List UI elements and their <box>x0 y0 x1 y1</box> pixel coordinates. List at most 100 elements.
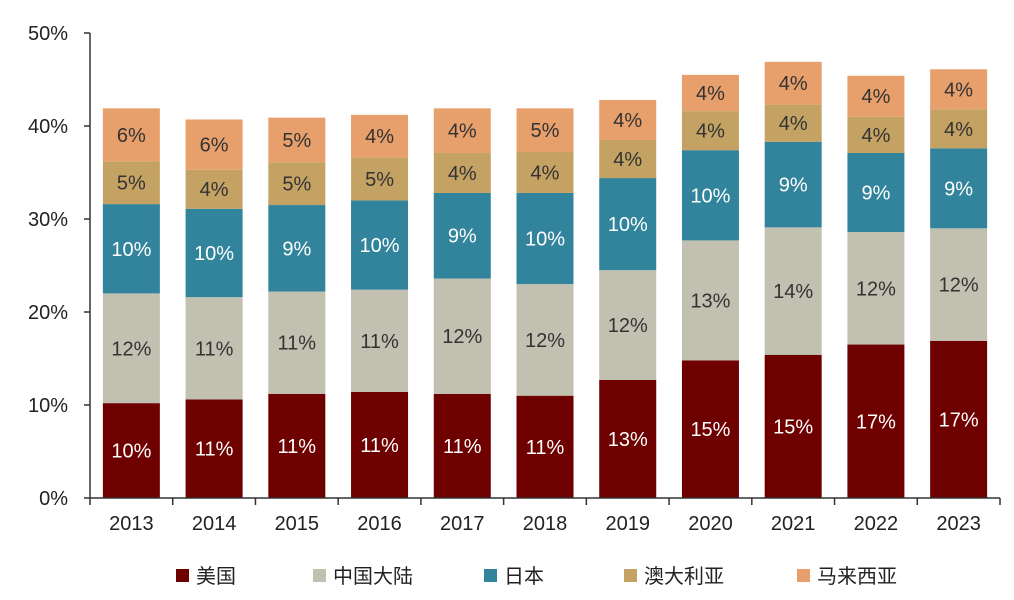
legend-label: 美国 <box>196 564 236 588</box>
data-label: 12% <box>939 275 979 297</box>
bar-segment <box>681 240 739 361</box>
data-label: 4% <box>365 126 394 148</box>
data-label: 17% <box>856 411 896 433</box>
data-label: 10% <box>194 243 234 265</box>
bar-segment <box>433 278 491 394</box>
x-tick-label: 2015 <box>275 513 320 535</box>
data-label: 4% <box>944 79 973 101</box>
data-label: 11% <box>278 436 317 458</box>
bar-segment <box>433 192 491 279</box>
data-label: 4% <box>861 86 890 108</box>
bar-segment <box>930 148 988 229</box>
data-label: 11% <box>195 338 234 360</box>
data-label: 5% <box>531 120 560 142</box>
data-label: 15% <box>773 416 813 438</box>
data-label: 5% <box>282 130 311 152</box>
legend-label: 日本 <box>504 564 544 588</box>
y-tick-label: 40% <box>28 116 68 138</box>
data-label: 11% <box>443 436 482 458</box>
data-label: 11% <box>360 435 399 457</box>
legend-swatch <box>624 569 637 582</box>
data-label: 10% <box>360 235 400 257</box>
data-label: 4% <box>696 83 725 105</box>
data-label: 15% <box>690 419 730 441</box>
bar-segment <box>930 228 988 341</box>
bar-segment <box>930 69 988 110</box>
data-label: 14% <box>773 281 813 303</box>
data-label: 4% <box>779 113 808 135</box>
x-tick-label: 2013 <box>109 513 154 535</box>
bar-segment <box>516 192 574 285</box>
data-label: 12% <box>856 278 896 300</box>
data-label: 10% <box>690 185 730 207</box>
bar-segment <box>351 157 409 201</box>
bar-segment <box>681 360 739 498</box>
y-axis: 0% 10% 20% 30% 40% 50% <box>28 23 91 510</box>
legend-swatch <box>797 569 810 582</box>
data-label: 11% <box>278 333 317 355</box>
data-label: 4% <box>200 179 229 201</box>
bar-segment <box>268 291 326 394</box>
bar-segment <box>847 75 905 117</box>
bar-segment <box>433 108 491 153</box>
data-label: 9% <box>282 238 311 260</box>
data-label: 4% <box>448 163 477 185</box>
bar-segment <box>351 114 409 158</box>
bar-segment <box>599 270 657 380</box>
bar-segment <box>268 117 326 163</box>
legend-label: 澳大利亚 <box>644 564 724 588</box>
bar-segment <box>185 119 243 170</box>
bar-segment <box>681 150 739 241</box>
data-label: 12% <box>525 330 565 352</box>
x-tick-label: 2019 <box>605 513 650 535</box>
data-label: 11% <box>195 439 234 461</box>
data-label: 4% <box>944 119 973 141</box>
bar-segment <box>268 205 326 292</box>
bar-segment <box>185 208 243 298</box>
bar-segment <box>681 74 739 112</box>
x-tick-label: 2023 <box>936 513 981 535</box>
bar-segment <box>268 162 326 206</box>
bar-segment <box>268 393 326 498</box>
bar-segment <box>102 161 160 205</box>
y-tick-label: 20% <box>28 302 68 324</box>
bar-segment <box>847 344 905 498</box>
bar-segment <box>516 152 574 193</box>
x-tick-label: 2017 <box>440 513 485 535</box>
data-label: 10% <box>111 441 151 463</box>
bar-segment <box>351 391 409 498</box>
bar-segment <box>433 393 491 498</box>
segment-labels: 10% 12% 10% 5% 6% 11% 11% 10% 4% 6% 11% 11% 9% 5% 5% 11… <box>111 73 979 462</box>
data-label: 9% <box>944 178 973 200</box>
legend-label: 马来西亚 <box>817 564 897 588</box>
bar-segment <box>764 354 822 498</box>
y-tick-label: 30% <box>28 209 68 231</box>
data-label: 5% <box>365 169 394 191</box>
x-tick-label: 2016 <box>357 513 402 535</box>
legend-label: 中国大陆 <box>333 564 413 588</box>
data-label: 4% <box>448 121 477 143</box>
bar-segment <box>599 379 657 498</box>
data-label: 10% <box>525 229 565 251</box>
data-label: 12% <box>442 326 482 348</box>
bar-segment <box>102 403 160 498</box>
data-label: 12% <box>608 315 648 337</box>
bar-segment <box>764 61 822 105</box>
bar-segment <box>102 108 160 162</box>
data-label: 4% <box>779 73 808 95</box>
bar-segment <box>930 109 988 149</box>
bar-segment <box>681 111 739 151</box>
data-label: 9% <box>779 175 808 197</box>
data-label: 10% <box>111 239 151 261</box>
data-label: 13% <box>608 429 648 451</box>
data-label: 6% <box>117 125 146 147</box>
y-tick-label: 50% <box>28 23 68 45</box>
bar-segment <box>185 169 243 209</box>
data-label: 13% <box>690 290 730 312</box>
bar-segment <box>102 293 160 404</box>
bar-segment <box>847 232 905 345</box>
bar-segment <box>516 395 574 498</box>
bar-segment <box>185 297 243 400</box>
bar-segment <box>847 152 905 233</box>
